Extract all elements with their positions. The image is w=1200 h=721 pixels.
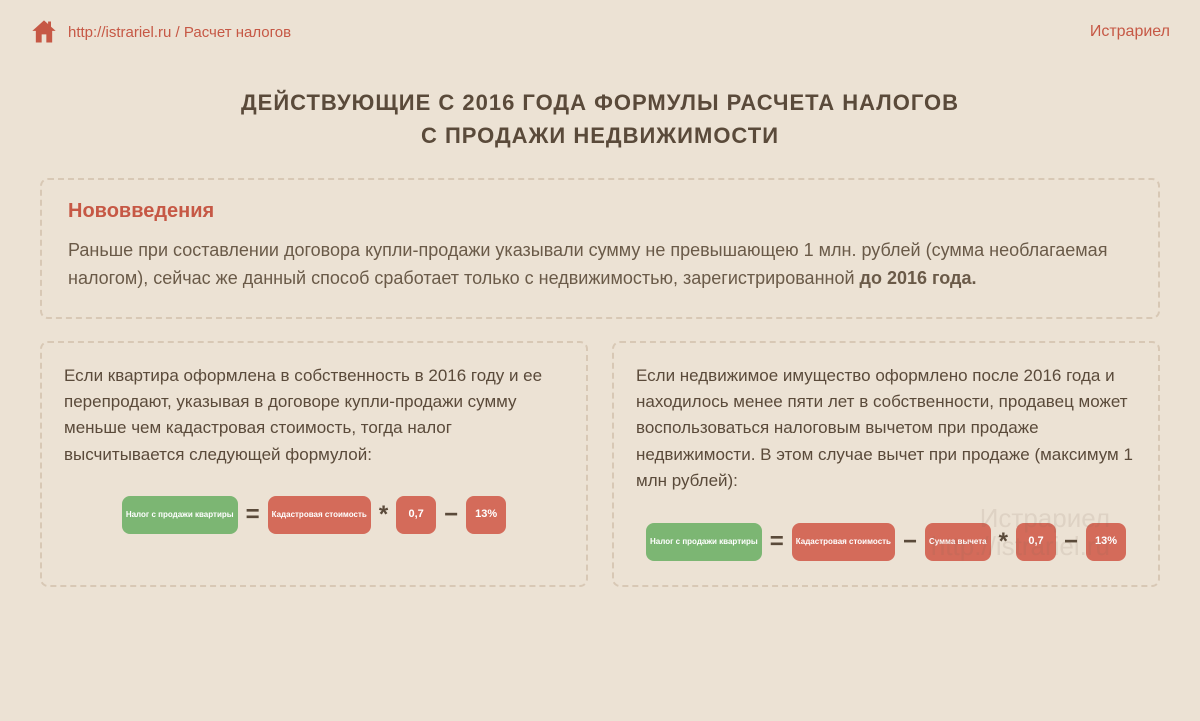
- page-header: http://istrariel.ru / Расчет налогов Ист…: [0, 0, 1200, 46]
- operator-multiply: *: [377, 501, 390, 529]
- column-right: Если недвижимое имущество оформлено посл…: [612, 341, 1160, 587]
- formula-chip-percent: 13%: [466, 496, 506, 534]
- columns: Если квартира оформлена в собственность …: [40, 341, 1160, 587]
- intro-text: Раньше при составлении договора купли-пр…: [68, 237, 1132, 293]
- column-right-text: Если недвижимое имущество оформлено посл…: [636, 363, 1136, 495]
- formula-chip-result: Налог с продажи квартиры: [122, 496, 238, 534]
- header-left: http://istrariel.ru / Расчет налогов: [30, 18, 291, 46]
- breadcrumb: http://istrariel.ru / Расчет налогов: [68, 24, 291, 41]
- formula-chip-cadastral: Кадастровая стоимость: [268, 496, 371, 534]
- column-left: Если квартира оформлена в собственность …: [40, 341, 588, 587]
- formula-left: Налог с продажи квартиры = Кадастровая с…: [64, 496, 564, 534]
- formula-chip-cadastral: Кадастровая стоимость: [792, 523, 895, 561]
- column-left-text: Если квартира оформлена в собственность …: [64, 363, 564, 468]
- operator-equals: =: [244, 501, 262, 529]
- intro-heading: Нововведения: [68, 200, 1132, 223]
- formula-chip-deduction: Сумма вычета: [925, 523, 991, 561]
- operator-minus: −: [1062, 528, 1080, 556]
- formula-chip-coefficient: 0,7: [396, 496, 436, 534]
- operator-minus: −: [442, 501, 460, 529]
- formula-chip-percent: 13%: [1086, 523, 1126, 561]
- formula-right: Налог с продажи квартиры = Кадастровая с…: [636, 523, 1136, 561]
- brand-name: Истрариел: [1090, 23, 1170, 41]
- page-title: ДЕЙСТВУЮЩИЕ С 2016 ГОДА ФОРМУЛЫ РАСЧЕТА …: [0, 86, 1200, 152]
- operator-equals: =: [768, 528, 786, 556]
- home-icon: [30, 18, 58, 46]
- intro-box: Нововведения Раньше при составлении дого…: [40, 178, 1160, 319]
- formula-chip-result: Налог с продажи квартиры: [646, 523, 762, 561]
- operator-multiply: *: [997, 528, 1010, 556]
- title-line-2: С ПРОДАЖИ НЕДВИЖИМОСТИ: [0, 119, 1200, 152]
- title-line-1: ДЕЙСТВУЮЩИЕ С 2016 ГОДА ФОРМУЛЫ РАСЧЕТА …: [0, 86, 1200, 119]
- operator-minus: −: [901, 528, 919, 556]
- formula-chip-coefficient: 0,7: [1016, 523, 1056, 561]
- intro-text-bold: до 2016 года.: [860, 268, 977, 288]
